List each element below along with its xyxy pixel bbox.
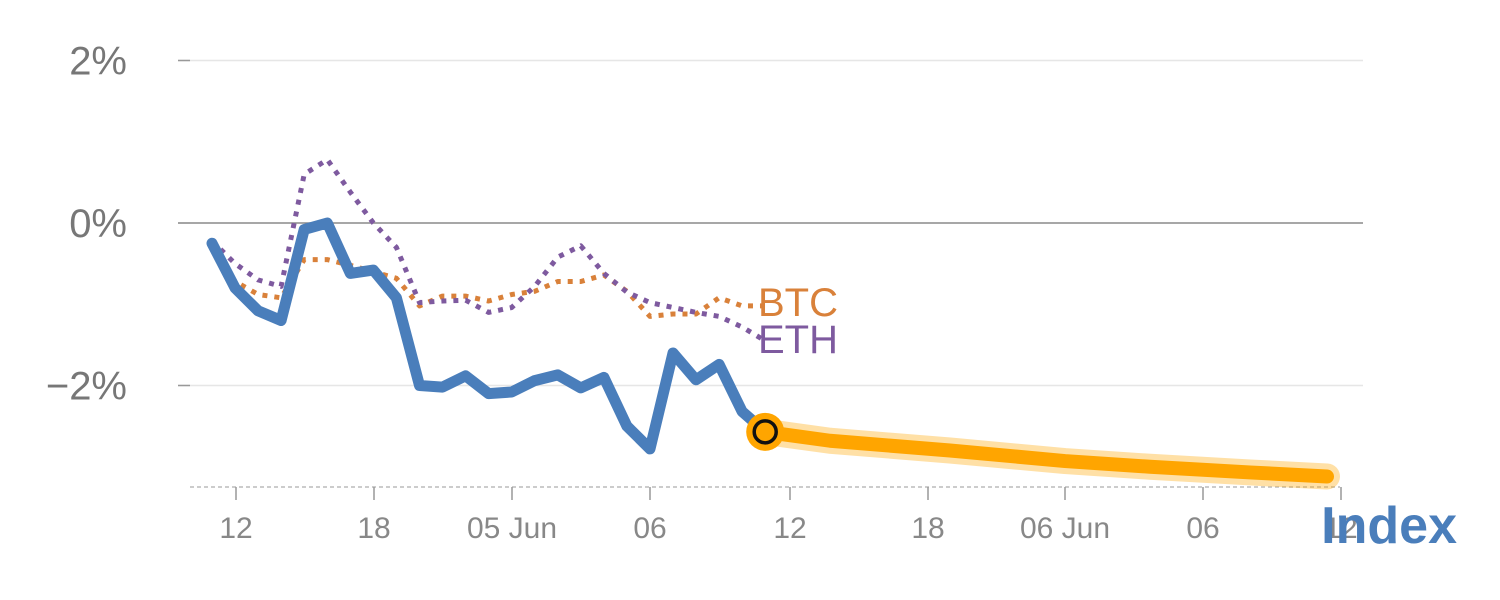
x-tick-label: 06 Jun	[1020, 512, 1110, 545]
x-tick-label: 12	[219, 512, 252, 545]
label-index: Index	[1321, 497, 1457, 555]
label-btc: BTC	[758, 281, 838, 325]
y-tick-label: 0%	[69, 202, 127, 246]
series-line-eth	[210, 157, 767, 343]
endpoint-marker-ring	[752, 419, 778, 445]
label-eth: ETH	[758, 318, 838, 362]
x-tick-label: 05 Jun	[467, 512, 557, 545]
x-tick-label: 18	[911, 512, 944, 545]
grid-lines	[178, 59, 1363, 488]
y-tick-label: −2%	[46, 365, 127, 409]
series-lines	[206, 157, 1340, 490]
projection-line	[758, 424, 1334, 484]
x-tick-label: 06	[1186, 512, 1219, 545]
series-line-index	[206, 217, 771, 455]
series-line-btc	[209, 245, 766, 319]
x-tick-label: 12	[773, 512, 806, 545]
x-axis-ticks: 12 18 05 Jun 06 12 18 06 Jun 06 12	[219, 487, 1358, 545]
x-tick-label: 12	[1324, 512, 1357, 545]
x-tick-label: 06	[633, 512, 666, 545]
x-tick-label: 18	[357, 512, 390, 545]
endpoint-marker-outer	[746, 412, 785, 451]
y-tick-label: 2%	[69, 40, 127, 84]
y-axis-ticks: 2% 0% −2%	[46, 40, 127, 409]
